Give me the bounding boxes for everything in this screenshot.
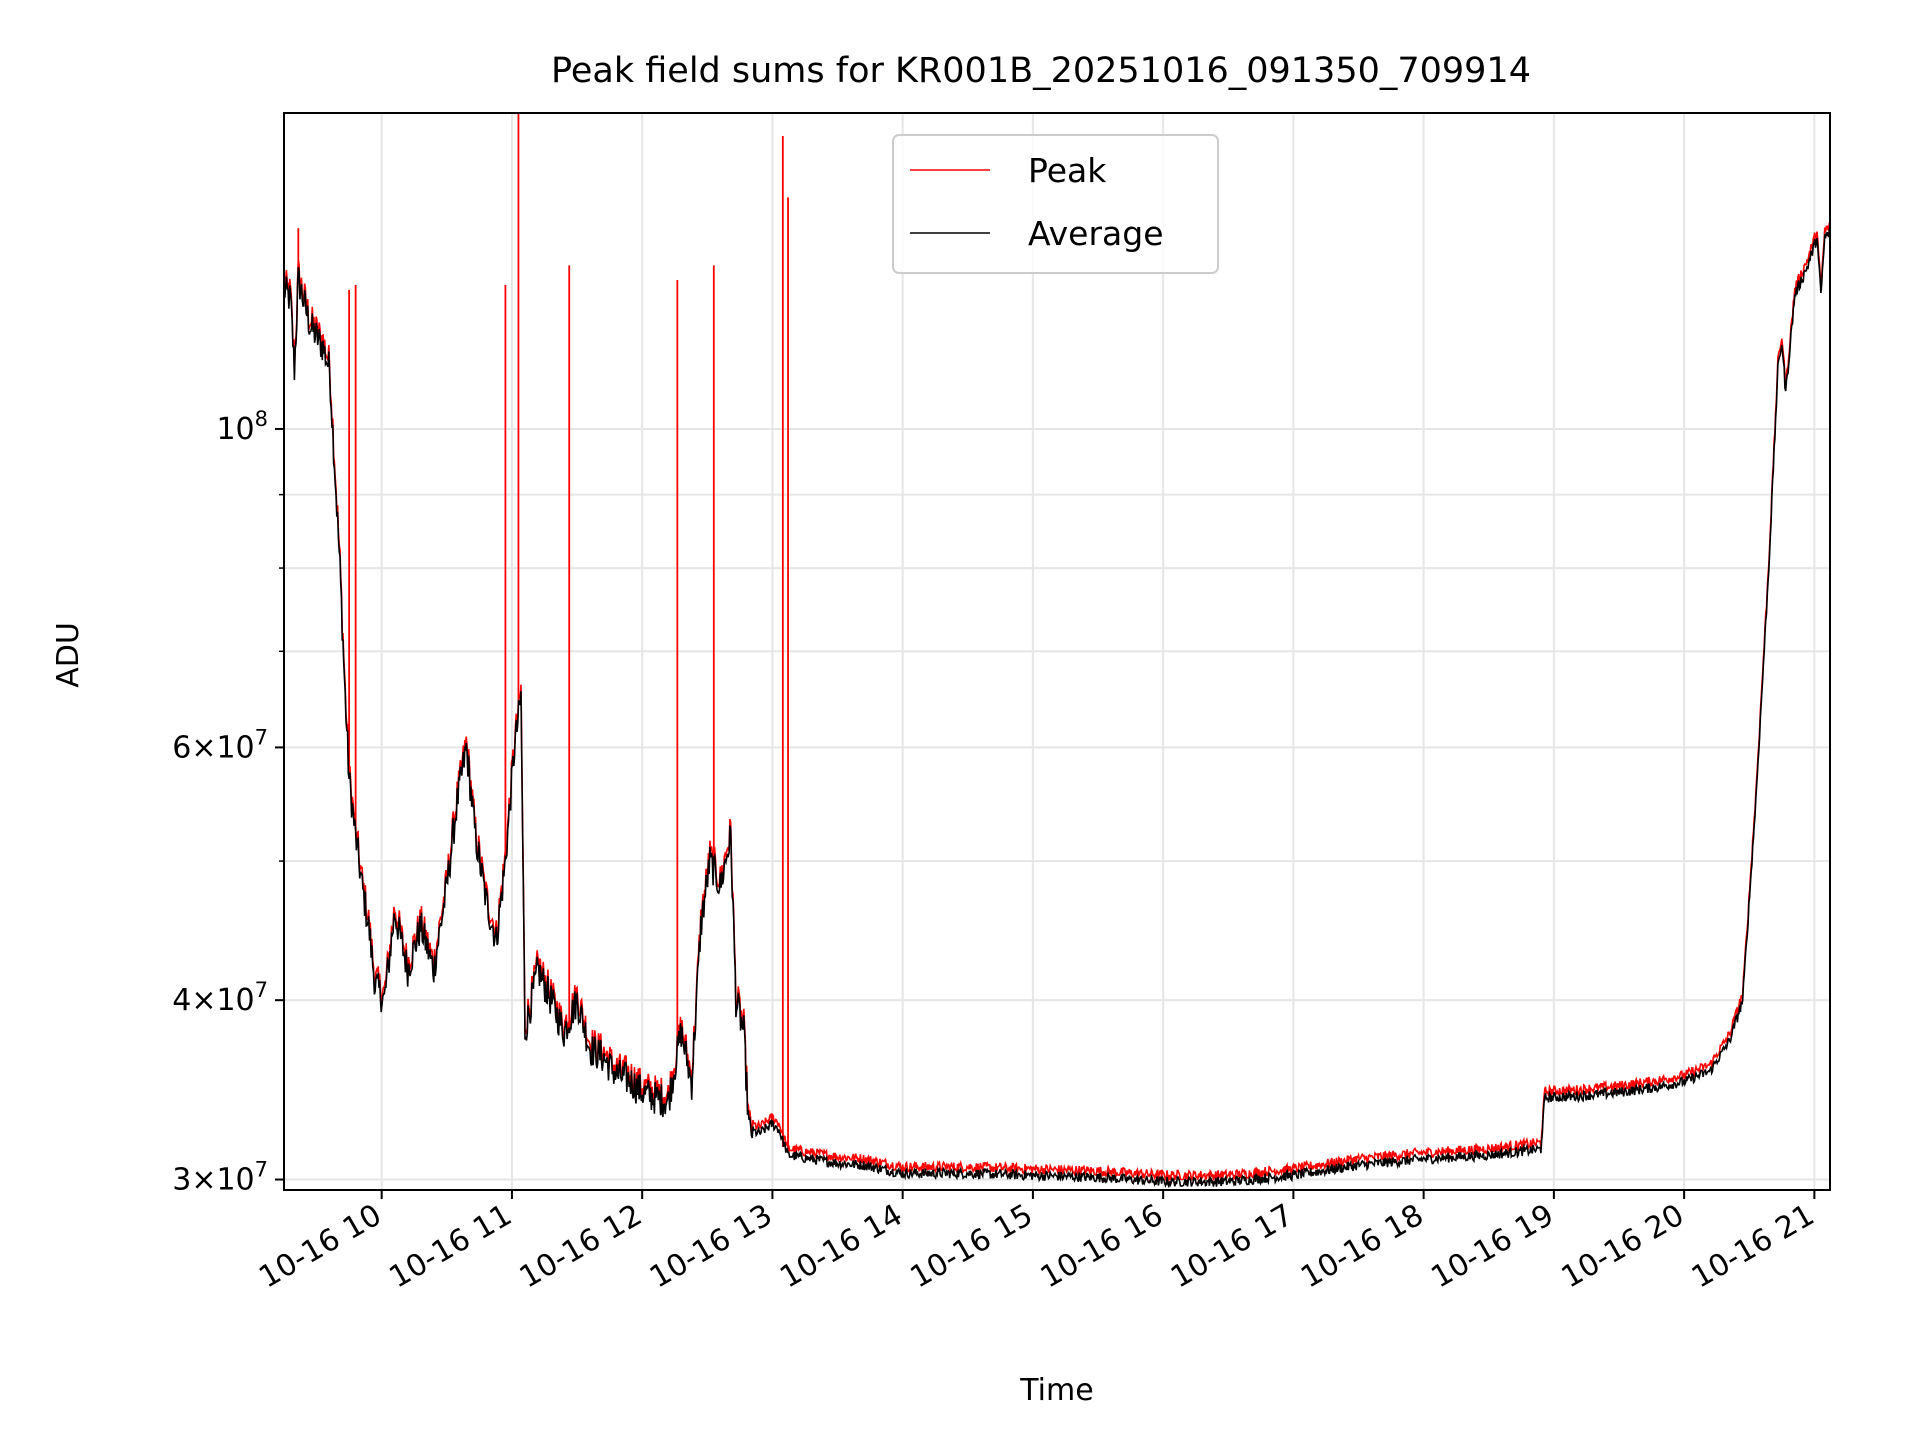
y-tick-exponent: 7 (255, 725, 268, 749)
peak-series-line (283, 221, 1831, 1182)
y-tick-label: 4×107 (172, 978, 268, 1018)
y-tick-label: 108 (216, 407, 268, 447)
grid (284, 113, 1830, 1190)
legend-label-average: Average (1028, 214, 1164, 253)
y-axis-label: ADU (51, 622, 86, 688)
y-tick-label: 6×107 (172, 725, 268, 765)
series-layer (283, 113, 1831, 1189)
y-axis: 3×107 4×107 6×107 108 (172, 407, 284, 1198)
y-tick-exponent: 7 (255, 978, 268, 1002)
chart-title: Peak field sums for KR001B_20251016_0913… (551, 51, 1531, 91)
y-tick-label: 3×107 (172, 1158, 268, 1198)
y-tick-exponent: 8 (255, 407, 268, 431)
y-tick-mantissa: 4 (172, 983, 191, 1018)
x-axis-label: Time (1019, 1373, 1093, 1408)
y-tick-exponent: 7 (255, 1158, 268, 1182)
average-series-line (283, 227, 1831, 1189)
y-tick-mantissa: 6 (172, 730, 191, 765)
legend: Peak Average (892, 134, 1219, 274)
legend-label-peak: Peak (1028, 151, 1107, 190)
y-tick-mantissa: 3 (172, 1163, 191, 1198)
